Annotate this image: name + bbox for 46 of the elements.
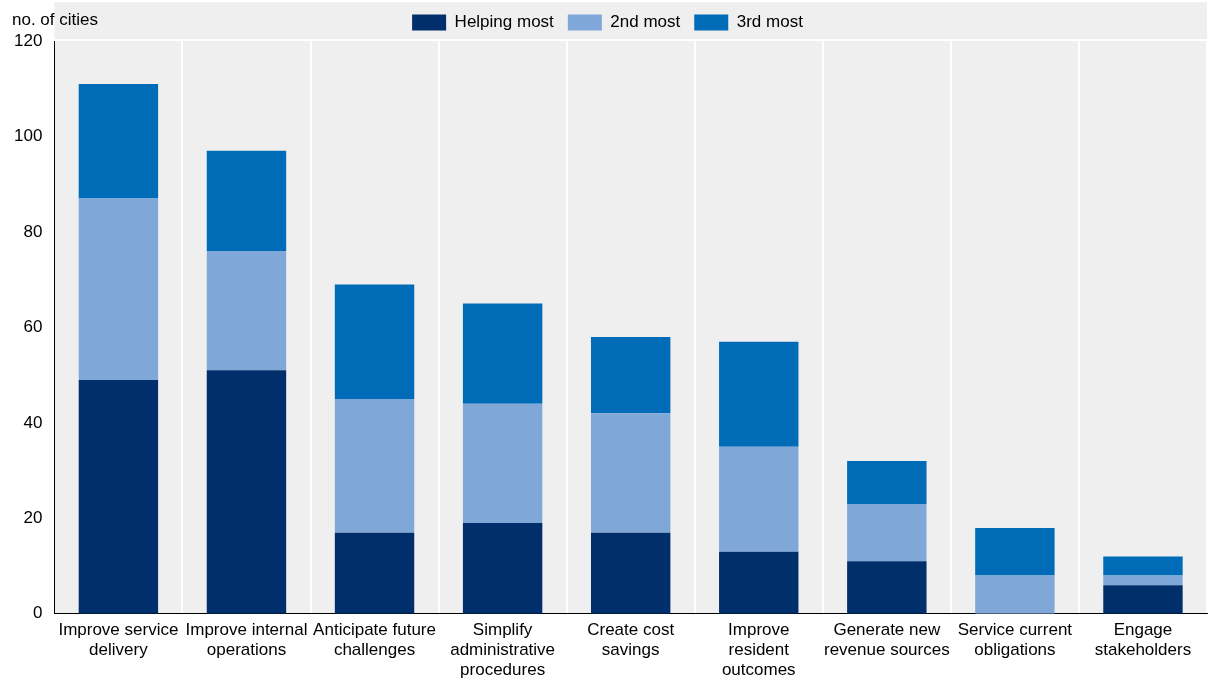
x-tick-label: Create cost savings — [587, 619, 675, 660]
legend-label: Helping most — [454, 12, 555, 32]
legend-label: 2nd most — [610, 12, 681, 32]
bar — [719, 446, 799, 552]
bar — [847, 461, 927, 505]
x-tick-label: Simplify administrative procedures — [450, 619, 556, 680]
bar — [206, 370, 287, 614]
bar — [78, 83, 159, 199]
x-tick-label: Improve resident outcomes — [721, 619, 796, 680]
bar — [462, 523, 543, 614]
y-axis-title: no. of cities — [12, 10, 98, 30]
y-tick-label: 100 — [13, 126, 43, 146]
y-tick-label: 60 — [23, 317, 43, 337]
bar — [1103, 556, 1183, 576]
bar — [1103, 575, 1183, 586]
x-tick-label: Service current obligations — [957, 619, 1073, 660]
bar — [975, 527, 1055, 576]
bar — [334, 284, 415, 399]
bar — [78, 198, 159, 380]
bar — [334, 399, 415, 533]
bar — [847, 504, 927, 562]
bar — [590, 336, 671, 414]
y-tick-label: 0 — [32, 603, 43, 623]
x-tick-label: Anticipate future challenges — [313, 619, 436, 660]
bar — [462, 403, 543, 524]
bar — [590, 413, 671, 533]
x-tick-label: Engage stakeholders — [1094, 619, 1192, 660]
legend-label: 3rd most — [736, 12, 804, 32]
bar — [334, 532, 415, 614]
bar — [847, 561, 927, 614]
bar — [206, 251, 287, 371]
bar — [719, 551, 799, 614]
x-tick-label: Generate new revenue sources — [823, 619, 950, 660]
x-tick-label: Improve internal operations — [185, 619, 308, 660]
x-tick-label: Improve service delivery — [58, 619, 179, 660]
bar — [78, 379, 159, 614]
y-tick-label: 80 — [23, 221, 43, 241]
y-tick-label: 120 — [13, 30, 43, 50]
bar — [719, 341, 799, 447]
y-tick-label: 40 — [23, 412, 43, 432]
bar — [975, 575, 1055, 614]
bar — [1103, 585, 1183, 614]
bar — [590, 532, 671, 614]
bar — [462, 303, 543, 404]
y-tick-label: 20 — [23, 508, 43, 528]
bar — [206, 150, 287, 252]
